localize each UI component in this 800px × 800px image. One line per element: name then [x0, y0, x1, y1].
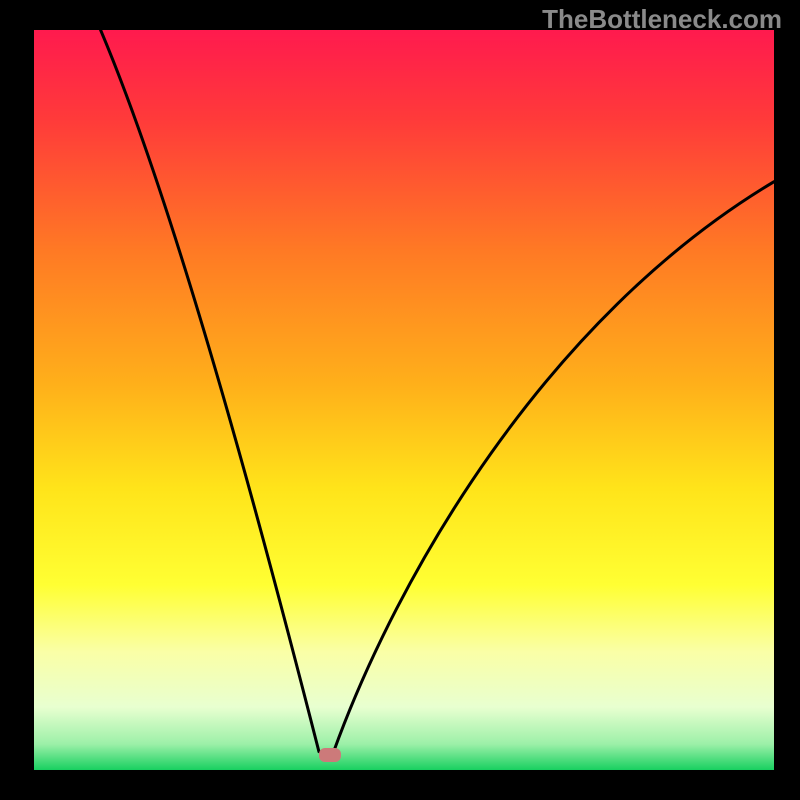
watermark-text: TheBottleneck.com [542, 4, 782, 35]
apex-marker [319, 748, 341, 762]
chart-container: TheBottleneck.com [0, 0, 800, 800]
plot-area [34, 30, 774, 770]
gradient-background [34, 30, 774, 770]
